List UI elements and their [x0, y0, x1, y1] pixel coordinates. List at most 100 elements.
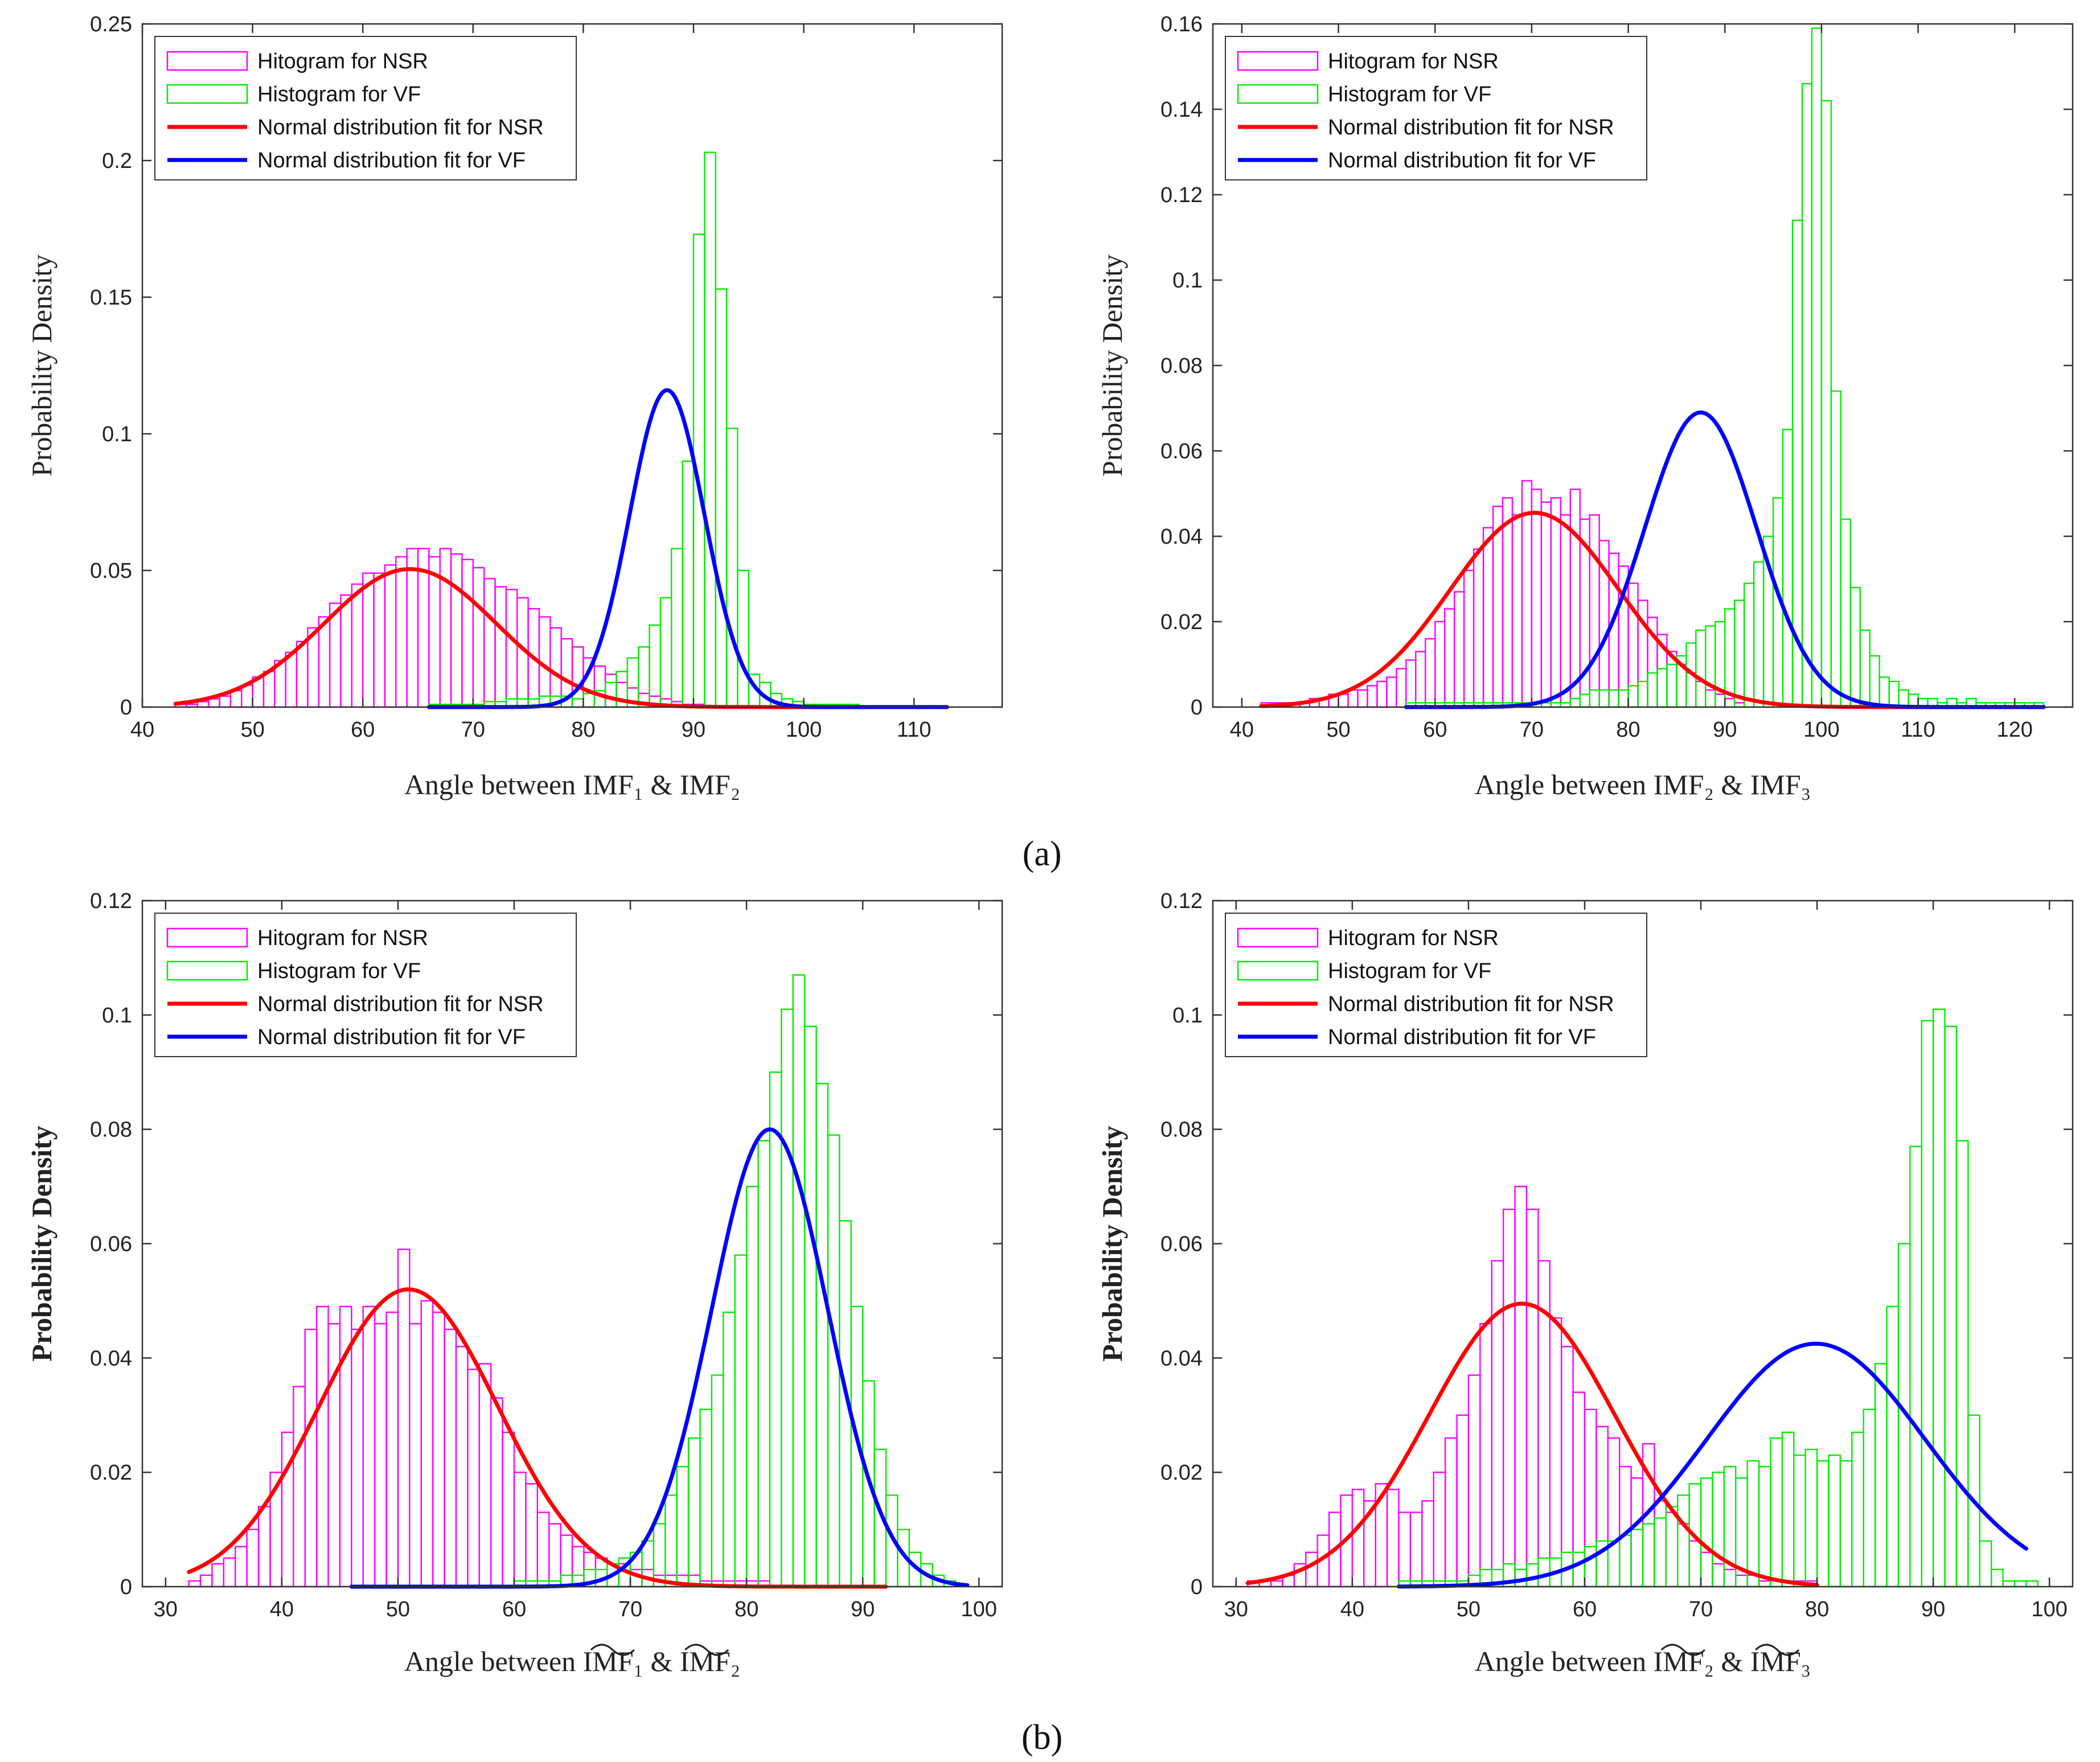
- x-axis-label: Angle between IMF₂ & IMF₃: [1475, 1645, 1811, 1677]
- y-tick-label: 0.1: [102, 422, 132, 446]
- legend-label-fit_vf: Normal distribution fit for VF: [1328, 1025, 1596, 1049]
- x-tick-label: 120: [1996, 718, 2032, 742]
- chart-panel-b-right: 30 40 50 60 70 80 90 100 0 0.02 0.04 0.06 0.08 0.1 0.1…: [1096, 889, 2074, 1677]
- x-tick-label: 30: [154, 1597, 178, 1621]
- x-tick-label: 40: [1340, 1597, 1364, 1621]
- y-tick-label: 0.08: [1160, 1118, 1203, 1142]
- x-tick-label: 50: [1326, 718, 1350, 742]
- x-tick-label: 90: [851, 1597, 875, 1621]
- y-tick-label: 0.08: [90, 1118, 132, 1142]
- y-tick-label: 0.04: [1160, 1346, 1203, 1370]
- x-tick-label: 60: [502, 1597, 526, 1621]
- legend-box: [1225, 913, 1647, 1057]
- x-tick-label: 60: [1423, 718, 1447, 742]
- legend-label-fit_vf: Normal distribution fit for VF: [1328, 149, 1596, 172]
- legend-swatch-hist_nsr: [166, 51, 248, 71]
- y-tick-label: 0: [120, 1575, 132, 1599]
- x-axis-label: Angle between IMF₁ & IMF₂: [404, 769, 740, 800]
- legend-label-hist_nsr: Hitogram for NSR: [1328, 50, 1499, 73]
- x-axis-label: Angle between IMF₂ & IMF₃: [1475, 769, 1811, 800]
- legend-label-fit_vf: Normal distribution fit for VF: [257, 1025, 526, 1049]
- legend-swatch-hist_nsr: [1237, 927, 1319, 948]
- x-tick-label: 50: [1457, 1597, 1480, 1621]
- x-tick-label: 80: [571, 718, 595, 742]
- legend-label-hist_nsr: Hitogram for NSR: [1328, 926, 1499, 950]
- x-tick-label: 70: [618, 1597, 642, 1621]
- legend-box: [154, 913, 577, 1057]
- y-tick-label: 0.05: [90, 559, 132, 583]
- x-tick-label: 70: [461, 718, 485, 742]
- x-tick-label: 100: [2031, 1597, 2067, 1621]
- x-tick-label: 100: [961, 1597, 996, 1621]
- legend-label-hist_vf: Histogram for VF: [257, 959, 421, 983]
- tilde-mark: [1755, 1644, 1800, 1656]
- legend: Hitogram for NSR Histogram for VF Normal d…: [1225, 913, 1647, 1057]
- caption-b: (b): [1022, 1718, 1063, 1757]
- y-tick-label: 0.15: [90, 286, 132, 310]
- legend-label-fit_nsr: Normal distribution fit for NSR: [257, 116, 544, 139]
- legend-box: [154, 36, 577, 180]
- y-tick-label: 0.1: [1172, 1004, 1203, 1028]
- y-tick-label: 0.06: [1160, 1233, 1203, 1256]
- x-tick-label: 50: [240, 718, 264, 742]
- tilde-mark: [590, 1644, 635, 1656]
- legend-swatch-hist_nsr: [1237, 51, 1319, 71]
- x-tick-label: 90: [682, 718, 706, 742]
- y-tick-label: 0.08: [1160, 354, 1203, 378]
- x-tick-label: 90: [1921, 1597, 1945, 1621]
- legend-label-hist_vf: Histogram for VF: [257, 83, 421, 106]
- legend-label-fit_nsr: Normal distribution fit for NSR: [257, 992, 544, 1016]
- legend-label-fit_nsr: Normal distribution fit for NSR: [1328, 116, 1614, 139]
- x-tick-label: 40: [270, 1597, 294, 1621]
- legend-box: [1225, 36, 1647, 180]
- x-tick-label: 50: [386, 1597, 410, 1621]
- y-tick-label: 0.06: [90, 1233, 132, 1256]
- legend-label-hist_nsr: Hitogram for NSR: [257, 926, 428, 950]
- legend-swatch-hist_nsr: [166, 927, 248, 948]
- y-tick-label: 0.02: [90, 1461, 132, 1485]
- y-tick-label: 0.02: [1160, 1461, 1203, 1485]
- y-tick-label: 0: [1191, 696, 1203, 720]
- fit-curve-nsr: [1245, 1301, 1819, 1587]
- y-tick-label: 0.12: [90, 889, 132, 913]
- x-tick-label: 70: [1689, 1597, 1713, 1621]
- legend-label-hist_nsr: Hitogram for NSR: [257, 50, 428, 73]
- caption-a: (a): [1023, 835, 1062, 873]
- legend-swatch-hist_vf: [1237, 84, 1319, 104]
- y-tick-label: 0.04: [1160, 525, 1203, 549]
- y-tick-label: 0.12: [1160, 183, 1203, 207]
- y-tick-label: 0: [1191, 1575, 1203, 1599]
- x-tick-label: 80: [735, 1597, 758, 1621]
- y-axis-label: Probability Density: [26, 1126, 58, 1361]
- y-tick-label: 0.1: [1172, 269, 1203, 293]
- y-tick-label: 0.04: [90, 1346, 132, 1370]
- legend-label-fit_nsr: Normal distribution fit for NSR: [1328, 992, 1614, 1016]
- x-tick-label: 60: [351, 718, 375, 742]
- x-tick-label: 100: [1803, 718, 1839, 742]
- x-tick-label: 30: [1224, 1597, 1248, 1621]
- y-tick-label: 0.12: [1160, 889, 1203, 913]
- y-tick-label: 0.25: [90, 13, 132, 36]
- x-tick-label: 70: [1520, 718, 1544, 742]
- legend-swatch-hist_vf: [1237, 960, 1319, 981]
- y-axis-label: Probability Density: [26, 254, 58, 477]
- y-tick-label: 0.2: [102, 149, 132, 173]
- x-tick-label: 90: [1713, 718, 1737, 742]
- y-tick-label: 0.1: [102, 1004, 132, 1028]
- y-tick-label: 0.14: [1160, 98, 1203, 122]
- y-tick-label: 0: [120, 696, 132, 720]
- y-axis-label: Probability Density: [1096, 1126, 1128, 1361]
- x-tick-label: 80: [1805, 1597, 1829, 1621]
- legend: Hitogram for NSR Histogram for VF Normal d…: [154, 913, 577, 1057]
- axes-frame: [141, 23, 1003, 708]
- legend-swatch-hist_vf: [166, 84, 248, 104]
- tilde-mark: [684, 1644, 729, 1656]
- x-tick-label: 80: [1616, 718, 1640, 742]
- histogram-vf: [1405, 27, 2045, 708]
- legend-label-fit_vf: Normal distribution fit for VF: [257, 149, 526, 172]
- x-tick-label: 60: [1573, 1597, 1597, 1621]
- x-tick-label: 40: [1230, 718, 1254, 742]
- x-tick-label: 40: [130, 718, 154, 742]
- y-tick-label: 0.06: [1160, 440, 1203, 463]
